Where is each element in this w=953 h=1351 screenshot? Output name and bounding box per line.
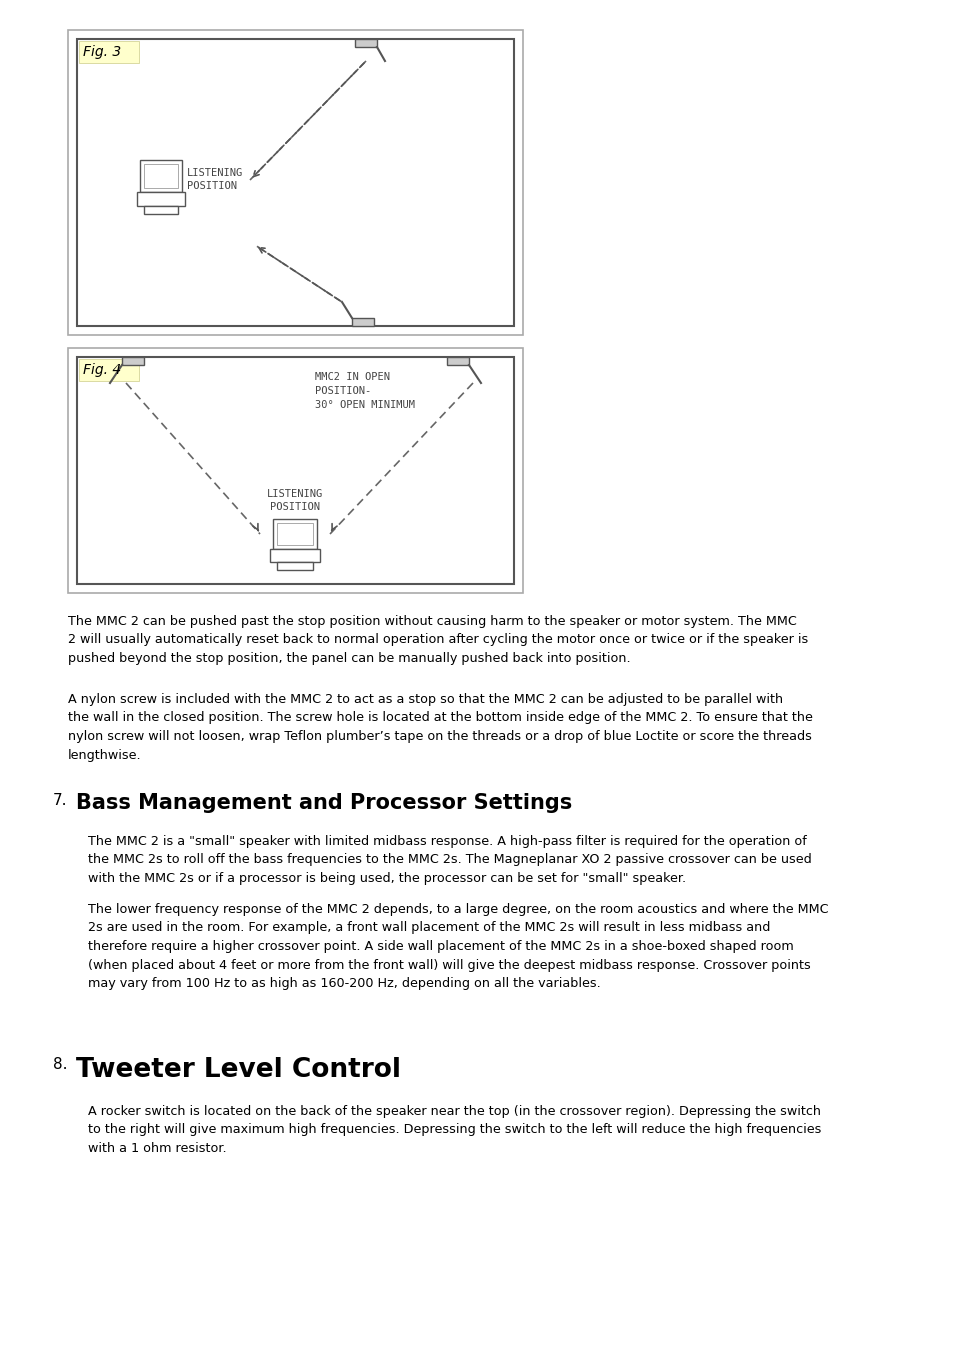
Bar — [144, 163, 178, 188]
Bar — [122, 357, 144, 365]
Text: The MMC 2 can be pushed past the stop position without causing harm to the speak: The MMC 2 can be pushed past the stop po… — [68, 615, 807, 665]
Text: LISTENING
POSITION: LISTENING POSITION — [187, 168, 243, 192]
Text: A rocker switch is located on the back of the speaker near the top (in the cross: A rocker switch is located on the back o… — [88, 1105, 821, 1155]
Bar — [77, 39, 514, 326]
Bar — [276, 523, 313, 544]
Bar — [140, 159, 182, 192]
Text: The MMC 2 is a "small" speaker with limited midbass response. A high-pass filter: The MMC 2 is a "small" speaker with limi… — [88, 835, 811, 885]
Bar — [270, 549, 319, 562]
Bar — [68, 349, 522, 593]
Bar — [79, 359, 139, 381]
Text: MMC2 IN OPEN
POSITION-
30° OPEN MINIMUM: MMC2 IN OPEN POSITION- 30° OPEN MINIMUM — [314, 372, 415, 409]
Bar — [447, 357, 469, 365]
Text: Fig. 3: Fig. 3 — [83, 45, 121, 59]
Text: Tweeter Level Control: Tweeter Level Control — [76, 1056, 400, 1084]
Text: The lower frequency response of the MMC 2 depends, to a large degree, on the roo: The lower frequency response of the MMC … — [88, 902, 828, 990]
Bar — [137, 192, 185, 205]
Text: Fig. 4: Fig. 4 — [83, 363, 121, 377]
Text: A nylon screw is included with the MMC 2 to act as a stop so that the MMC 2 can : A nylon screw is included with the MMC 2… — [68, 693, 812, 762]
Bar — [352, 317, 374, 326]
Bar — [273, 519, 316, 549]
Bar — [77, 357, 514, 584]
Text: 8.: 8. — [53, 1056, 68, 1071]
Bar — [144, 205, 178, 213]
Text: LISTENING
POSITION: LISTENING POSITION — [267, 489, 323, 512]
Bar — [276, 562, 313, 570]
Text: Bass Management and Processor Settings: Bass Management and Processor Settings — [76, 793, 572, 813]
Bar — [68, 30, 522, 335]
Bar — [355, 39, 376, 47]
Bar — [79, 41, 139, 63]
Text: 7.: 7. — [53, 793, 68, 808]
